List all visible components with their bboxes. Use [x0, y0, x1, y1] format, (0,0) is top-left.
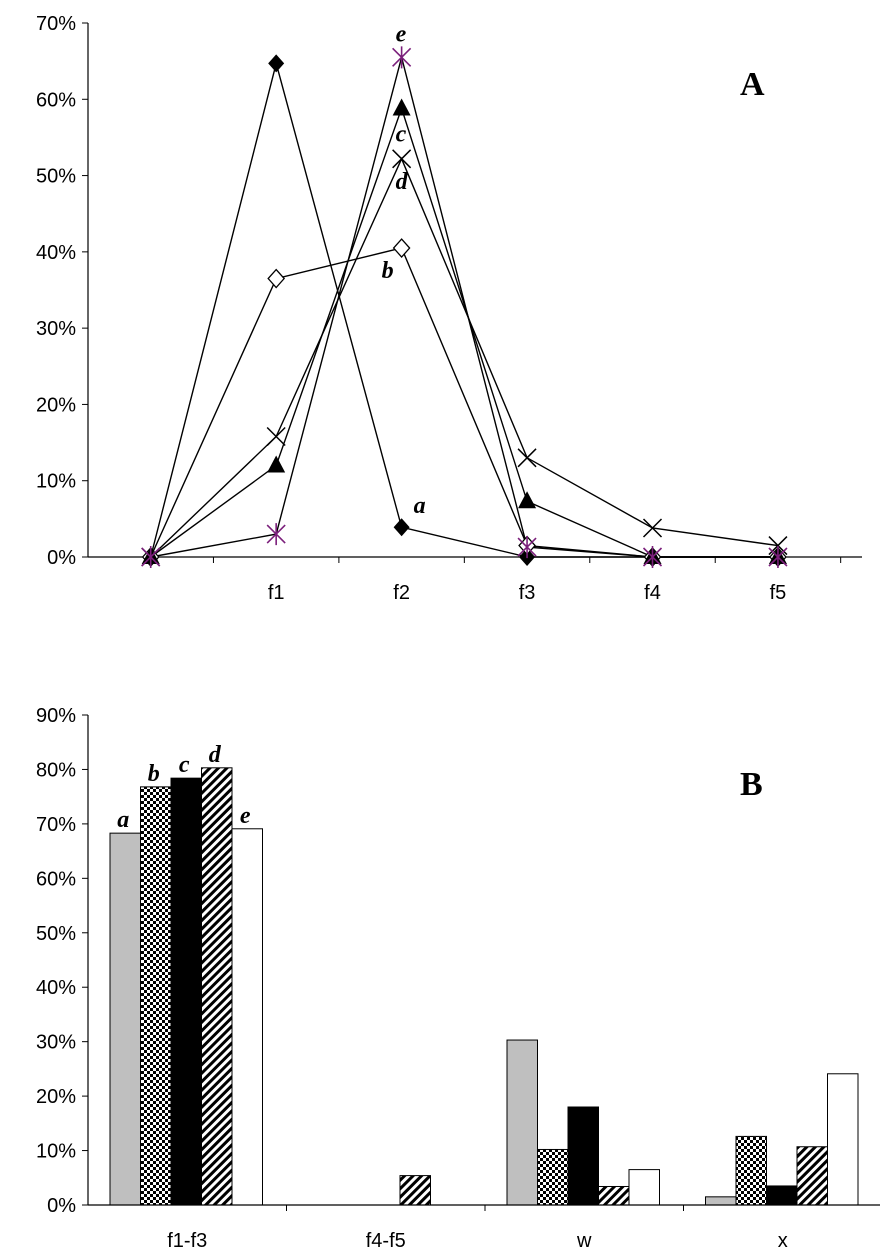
line-chart-a-tick-labels: 0% 10% 20% 30% 40% 50% 60% 70% f1 f2 f3 f4 f5	[36, 13, 786, 604]
y-tick-label: 40%	[36, 242, 76, 264]
bar-d	[201, 767, 233, 1206]
series-label-d: d	[209, 742, 222, 768]
line-chart-a-markers: a b cd e	[141, 21, 788, 568]
marker-d	[266, 426, 286, 446]
y-tick-label: 90%	[36, 705, 76, 727]
marker-e	[141, 546, 161, 568]
marker-c	[267, 455, 286, 473]
series-label-a: a	[414, 493, 426, 519]
marker-e	[642, 546, 663, 568]
x-tick-label: x	[778, 1230, 788, 1252]
y-tick-label: 20%	[36, 1086, 76, 1108]
y-tick-label: 70%	[36, 814, 76, 836]
marker-e	[517, 536, 537, 559]
bar-e	[628, 1169, 660, 1206]
panel-label-b: B	[740, 766, 763, 803]
y-tick-label: 40%	[36, 977, 76, 999]
bar-a	[506, 1039, 538, 1206]
y-tick-label: 70%	[36, 13, 76, 35]
series-label-b: b	[148, 761, 160, 787]
bar-d	[598, 1185, 630, 1206]
x-tick-label: f5	[770, 582, 787, 604]
line-chart-a-axes	[82, 22, 862, 563]
series-line-e	[150, 54, 778, 558]
y-tick-label: 30%	[36, 318, 76, 340]
x-tick-label: f4-f5	[366, 1230, 406, 1252]
marker-d	[642, 518, 663, 538]
panel-label-a: A	[740, 66, 765, 103]
marker-a	[393, 518, 410, 537]
series-label-a: a	[117, 807, 129, 833]
bar-chart-b-tick-labels: 0% 10% 20% 30% 40% 50% 60% 70% 80% 90% f1-f3 ab c d e f…	[36, 705, 788, 1252]
series-line-c	[150, 106, 778, 558]
marker-e	[768, 546, 788, 568]
marker-e	[266, 523, 286, 546]
bar-chart-b-bars	[109, 767, 859, 1206]
bar-d	[796, 1146, 828, 1206]
bar-chart-b: 0% 10% 20% 30% 40% 50% 60% 70% 80% 90% f1-f3 ab c d e f…	[36, 705, 880, 1252]
y-tick-label: 60%	[36, 868, 76, 890]
y-tick-label: 0%	[47, 1195, 76, 1217]
y-tick-label: 60%	[36, 89, 76, 111]
y-tick-label: 80%	[36, 759, 76, 781]
marker-c	[392, 98, 411, 116]
y-tick-label: 50%	[36, 166, 76, 188]
bar-e	[827, 1073, 859, 1206]
x-tick-label: f3	[519, 582, 536, 604]
bar-b	[140, 786, 172, 1206]
bar-c	[766, 1185, 798, 1206]
marker-c	[518, 491, 537, 509]
marker-a	[268, 54, 285, 73]
series-label-d: d	[396, 169, 409, 195]
bar-c	[170, 777, 202, 1206]
bar-e	[231, 828, 263, 1206]
bar-d	[399, 1175, 431, 1206]
series-label-c: c	[179, 752, 190, 778]
line-chart-a-series	[150, 54, 779, 558]
series-line-d	[150, 157, 779, 558]
marker-b	[267, 268, 286, 289]
y-tick-label: 0%	[47, 547, 76, 569]
marker-b	[392, 238, 411, 259]
marker-d	[517, 448, 537, 468]
x-tick-label: f2	[393, 582, 410, 604]
bar-a	[109, 832, 141, 1206]
marker-d	[392, 149, 412, 169]
series-label-b: b	[382, 258, 394, 284]
bar-b	[735, 1135, 767, 1206]
series-label-e: e	[396, 21, 407, 47]
y-tick-label: 50%	[36, 923, 76, 945]
x-tick-label: f1-f3	[167, 1230, 207, 1252]
marker-e	[392, 46, 412, 69]
y-tick-label: 30%	[36, 1032, 76, 1054]
series-line-b	[150, 247, 778, 558]
bar-b	[537, 1148, 569, 1206]
y-tick-label: 10%	[36, 471, 76, 493]
series-label-c: c	[396, 121, 407, 147]
series-line-a	[150, 60, 778, 558]
y-tick-label: 10%	[36, 1141, 76, 1163]
x-tick-label: f1	[268, 582, 285, 604]
bar-c	[567, 1106, 599, 1206]
bar-chart-b-axes	[82, 714, 880, 1211]
bar-a	[705, 1196, 737, 1206]
y-tick-label: 20%	[36, 394, 76, 416]
series-label-e: e	[240, 803, 251, 829]
x-tick-label: f4	[644, 582, 661, 604]
x-tick-label: w	[576, 1230, 592, 1252]
